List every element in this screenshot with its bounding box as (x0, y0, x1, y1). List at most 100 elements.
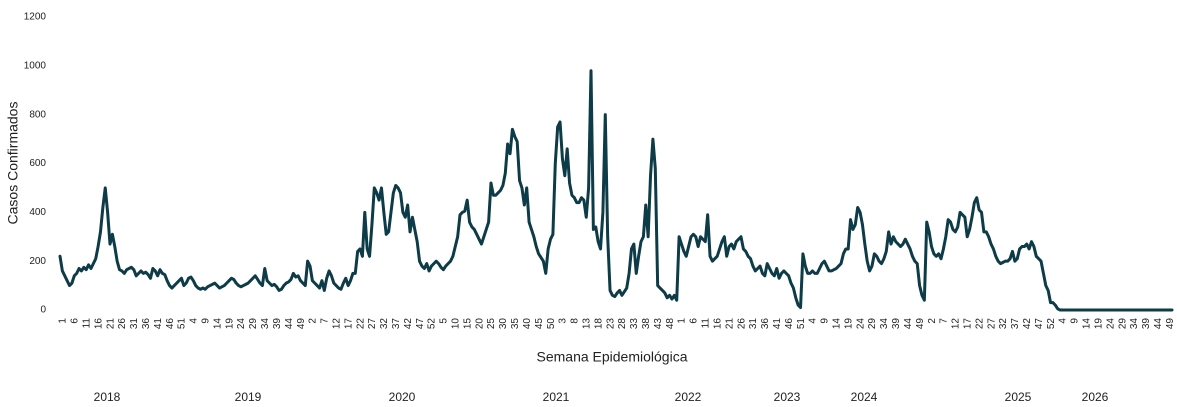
x-tick-label: 47 (1034, 318, 1045, 330)
x-tick-label: 44 (1153, 318, 1164, 330)
x-tick-label: 37 (1010, 318, 1021, 330)
x-tick-label: 23 (605, 318, 616, 330)
x-tick-label: 7 (939, 318, 950, 324)
x-tick-label: 27 (986, 318, 997, 330)
x-tick-label: 8 (570, 318, 581, 324)
x-tick-label: 44 (903, 318, 914, 330)
y-tick-label: 600 (29, 158, 46, 169)
x-tick-label: 5 (439, 318, 450, 324)
x-tick-label: 46 (784, 318, 795, 330)
x-tick-label: 1 (677, 318, 688, 324)
x-tick-label: 26 (736, 318, 747, 330)
x-tick-label: 41 (153, 318, 164, 330)
x-tick-label: 22 (974, 318, 985, 330)
x-tick-label: 1 (58, 318, 69, 324)
x-tick-label: 31 (129, 318, 140, 330)
x-tick-label: 42 (403, 318, 414, 330)
x-tick-label: 19 (1093, 318, 1104, 330)
x-tick-label: 52 (1046, 318, 1057, 330)
x-tick-label: 19 (224, 318, 235, 330)
x-tick-label: 4 (189, 318, 200, 324)
x-tick-label: 51 (796, 318, 807, 330)
x-tick-label: 36 (141, 318, 152, 330)
x-tick-label: 39 (891, 318, 902, 330)
x-tick-label: 15 (462, 318, 473, 330)
x-tick-label: 19 (843, 318, 854, 330)
y-axis-label: Casos Confirmados (5, 102, 21, 225)
x-tick-label: 3 (558, 318, 569, 324)
x-tick-label: 49 (915, 318, 926, 330)
x-tick-label: 27 (367, 318, 378, 330)
x-tick-label: 47 (415, 318, 426, 330)
x-tick-label: 48 (665, 318, 676, 330)
x-tick-label: 24 (855, 318, 866, 330)
x-tick-label: 38 (641, 318, 652, 330)
x-tick-label: 17 (343, 318, 354, 330)
x-tick-label: 21 (724, 318, 735, 330)
x-tick-label: 51 (177, 318, 188, 330)
x-tick-label: 29 (248, 318, 259, 330)
y-tick-label: 0 (40, 305, 46, 316)
data-line (58, 69, 1174, 312)
x-tick-label: 11 (701, 318, 712, 329)
x-tick-label: 12 (331, 318, 342, 330)
x-tick-label: 52 (427, 318, 438, 330)
year-label: 2019 (235, 390, 262, 404)
x-tick-label: 34 (260, 318, 271, 330)
x-tick-label: 9 (820, 318, 831, 324)
x-tick-label: 50 (546, 318, 557, 330)
year-label: 2024 (851, 390, 878, 404)
x-tick-label: 16 (93, 318, 104, 330)
x-tick-label: 36 (760, 318, 771, 330)
x-tick-label: 45 (534, 318, 545, 330)
x-tick-label: 30 (498, 318, 509, 330)
x-tick-label: 33 (629, 318, 640, 330)
x-tick-label: 39 (272, 318, 283, 330)
x-tick-label: 25 (486, 318, 497, 330)
x-tick-label: 41 (772, 318, 783, 330)
year-label: 2022 (675, 390, 702, 404)
x-tick-label: 14 (1082, 318, 1093, 330)
x-tick-label: 32 (379, 318, 390, 330)
x-tick-label: 46 (165, 318, 176, 330)
x-tick-label: 28 (617, 318, 628, 330)
x-tick-label: 18 (593, 318, 604, 330)
x-tick-label: 9 (1070, 318, 1081, 324)
y-tick-label: 400 (29, 207, 46, 218)
x-tick-label: 12 (951, 318, 962, 330)
x-tick-label: 13 (581, 318, 592, 330)
x-tick-label: 9 (201, 318, 212, 324)
x-tick-label: 40 (522, 318, 533, 330)
x-tick-label: 6 (70, 318, 81, 324)
year-label: 2023 (774, 390, 801, 404)
year-label: 2021 (543, 390, 570, 404)
year-label: 2025 (1005, 390, 1032, 404)
x-tick-label: 35 (510, 318, 521, 330)
x-tick-label: 49 (1165, 318, 1176, 330)
x-tick-label: 24 (1105, 318, 1116, 330)
x-axis-label: Semana Epidemiológica (537, 349, 688, 365)
year-label: 2020 (389, 390, 416, 404)
x-tick-label: 22 (355, 318, 366, 330)
x-tick-label: 32 (998, 318, 1009, 330)
x-tick-label: 44 (284, 318, 295, 330)
year-label: 2026 (1082, 390, 1109, 404)
x-tick-label: 11 (81, 318, 92, 329)
x-tick-label: 14 (212, 318, 223, 330)
x-tick-label: 10 (451, 318, 462, 330)
x-tick-label: 42 (1022, 318, 1033, 330)
x-tick-label: 16 (712, 318, 723, 330)
x-tick-label: 29 (1117, 318, 1128, 330)
x-tick-label: 7 (320, 318, 331, 324)
x-tick-label: 37 (391, 318, 402, 330)
x-tick-label: 2 (927, 318, 938, 324)
y-tick-label: 800 (29, 109, 46, 120)
y-tick-label: 1200 (24, 12, 47, 23)
x-tick-label: 14 (832, 318, 843, 330)
x-tick-label: 4 (1058, 318, 1069, 324)
x-tick-label: 29 (867, 318, 878, 330)
x-tick-label: 39 (1141, 318, 1152, 330)
y-tick-label: 200 (29, 256, 46, 267)
x-tick-label: 49 (296, 318, 307, 330)
x-tick-label: 17 (962, 318, 973, 330)
